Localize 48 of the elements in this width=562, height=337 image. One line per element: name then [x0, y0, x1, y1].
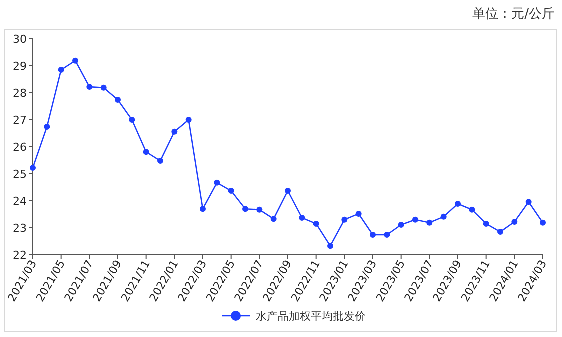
y-tick-label: 22 [13, 249, 27, 262]
point [256, 206, 263, 213]
legend-label: 水产品加权平均批发价 [256, 310, 366, 323]
point [86, 84, 93, 90]
point [299, 215, 306, 222]
point [72, 58, 78, 64]
point [398, 222, 404, 228]
y-tick-label: 28 [13, 87, 27, 100]
point [115, 97, 121, 104]
point [200, 206, 206, 212]
y-tick-label: 25 [13, 168, 27, 181]
point [129, 117, 136, 123]
point [469, 206, 476, 213]
point [483, 220, 490, 227]
point [172, 128, 178, 135]
point [526, 199, 532, 206]
point [412, 216, 418, 223]
y-tick-label: 23 [13, 222, 27, 235]
point [158, 158, 164, 164]
point [30, 165, 36, 172]
point [370, 232, 376, 238]
point [426, 220, 433, 226]
point [342, 216, 348, 223]
y-tick-label: 27 [13, 114, 27, 127]
y-tick-label: 30 [13, 33, 27, 46]
point [356, 210, 362, 217]
point [186, 117, 192, 123]
point [512, 219, 518, 226]
y-tick-label: 26 [13, 141, 27, 154]
point [384, 232, 390, 238]
point [44, 124, 50, 130]
point [58, 67, 64, 74]
text: 单位：元/公斤 [472, 7, 555, 22]
point [328, 243, 334, 250]
point [540, 220, 546, 226]
point [143, 149, 150, 156]
point [440, 214, 447, 220]
point [242, 206, 248, 212]
point [498, 229, 504, 236]
y-tick-label: 24 [13, 195, 27, 208]
point [313, 220, 320, 227]
point [455, 200, 461, 207]
point [100, 84, 107, 91]
point [228, 188, 234, 194]
point [270, 216, 277, 222]
point [214, 180, 220, 186]
y-tick-label: 29 [13, 60, 27, 73]
point [285, 188, 291, 194]
